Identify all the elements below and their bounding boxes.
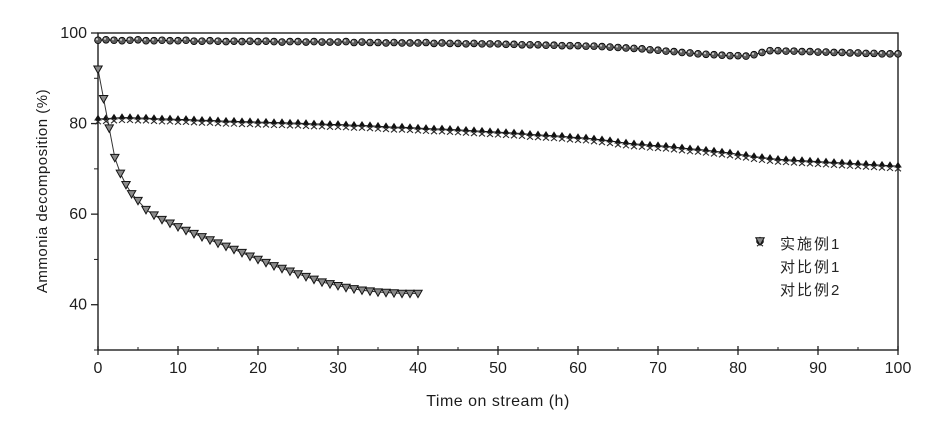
filled-triangle-x-marker-icon — [750, 236, 770, 275]
series-0-group — [94, 35, 902, 60]
plot-frame — [97, 32, 899, 351]
legend-label: 对比例1 — [780, 258, 842, 276]
x-tick-label: 40 — [409, 360, 427, 377]
x-tick-label: 80 — [729, 360, 747, 377]
y-tick-label: 80 — [69, 116, 87, 133]
legend-item: 实施例1 — [750, 233, 900, 253]
y-tick-label: 60 — [69, 206, 87, 223]
series-2-group — [92, 65, 424, 299]
x-tick-label: 10 — [169, 360, 187, 377]
legend-label: 对比例2 — [780, 281, 842, 299]
legend-item: 对比例1 — [750, 236, 900, 276]
y-tick-label: 40 — [69, 297, 87, 314]
x-tick-label: 50 — [489, 360, 507, 377]
x-axis-title: Time on stream (h) — [426, 393, 570, 410]
x-tick-label: 70 — [649, 360, 667, 377]
legend-item: 对比例2 — [750, 237, 900, 299]
open-down-triangle-marker-icon — [750, 237, 770, 298]
legend: 实施例1 对比例1 对比例2 — [750, 233, 900, 299]
y-axis-title: Ammonia decomposition (%) — [34, 88, 51, 294]
x-tick-label: 20 — [249, 360, 267, 377]
legend-label: 实施例1 — [780, 235, 842, 253]
x-axis: 0 10 20 30 40 50 60 70 80 90 100 — [94, 346, 912, 377]
open-down-triangle-glyph — [754, 237, 766, 247]
x-tick-label: 100 — [885, 360, 912, 377]
x-tick-label: 0 — [94, 360, 103, 377]
y-axis: 40 60 80 100 — [60, 25, 98, 351]
x-tick-label: 30 — [329, 360, 347, 377]
series-1-group — [94, 113, 902, 172]
y-tick-label: 100 — [60, 25, 87, 42]
x-tick-label: 60 — [569, 360, 587, 377]
x-tick-label: 90 — [809, 360, 827, 377]
